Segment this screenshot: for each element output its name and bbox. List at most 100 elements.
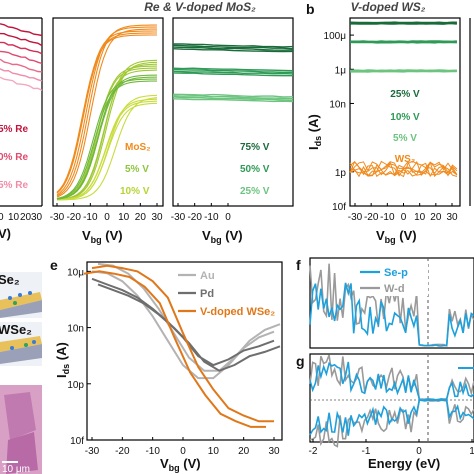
mos2-curve — [56, 78, 157, 199]
panel-e-legend: Au Pd V-doped WSe₂ — [178, 270, 275, 318]
e-ytick-label: 10p — [67, 380, 84, 391]
e-series-0-line — [91, 270, 275, 380]
subpanel-re-doped: 5% Re 0% Re 5% Re 0 10 20 30 V) — [0, 17, 43, 241]
panel-b-ylabel: Ids (A) — [306, 114, 323, 150]
subpanel-v-doped: 75% V 50% V 25% V -30 -20 -10 0 Vbg (V) — [171, 17, 294, 245]
v-doped-curve — [172, 68, 294, 74]
panel-g-letter: g — [296, 353, 305, 369]
panel-e-letter: e — [50, 257, 58, 273]
re-xtick-0: 0 — [0, 212, 4, 223]
b-series-3-line — [349, 160, 458, 178]
re-curve — [0, 58, 43, 73]
b-series-3-line — [350, 160, 458, 178]
b-label-5: 5% V — [393, 133, 417, 144]
g-sep-up-trace — [309, 361, 474, 401]
e-xtick-tick-label: 30 — [268, 446, 280, 457]
e-ytick-label: 10f — [70, 436, 84, 447]
panel-a-title: Re & V-doped MoS₂ — [144, 0, 256, 14]
mos2-xtick-tick-label: -30 — [50, 212, 65, 223]
b-label-ws2: WS₂ — [395, 154, 416, 165]
v-xtick-tick-label: -10 — [204, 212, 219, 223]
panel-e: e -30 -20 -10 0 10 20 30 10μ 10n 10p 10f Ids (A) V… — [50, 257, 283, 473]
mos2-curve — [57, 97, 158, 201]
b-xtick-tick-label: 0 — [401, 212, 407, 223]
schematic-label-1: Se₂ — [0, 272, 20, 287]
b-ytick-label: 1μ — [335, 65, 347, 76]
b-ytick-label: 100μ — [324, 31, 347, 42]
e-series-0-return-line — [97, 262, 281, 372]
legend-w-d: W-d — [384, 283, 405, 295]
e-xtick-tick-label: -10 — [145, 446, 160, 457]
v-xlabel: Vbg (V) — [202, 228, 243, 245]
mos2-curve — [56, 80, 157, 200]
mos2-xtick-tick-label: 10 — [118, 212, 130, 223]
panel-b-curves — [349, 21, 458, 178]
b-xtick-tick-label: -30 — [348, 212, 363, 223]
re-curve — [0, 32, 43, 47]
panel-b-xlabel: Vbg (V) — [376, 228, 417, 245]
subpanel-mos2: MoS₂ 5% V 10% V -30 -20 -10 0 10 20 30 Vbg (V) — [50, 17, 164, 245]
re-xlabel: V) — [0, 226, 11, 241]
b-xtick-tick-label: -20 — [364, 212, 379, 223]
legend-v-doped-wse2: V-doped WSe₂ — [200, 306, 275, 318]
v-doped-curve — [172, 48, 294, 53]
scale-bar-label: 10 μm — [2, 464, 30, 474]
e-series-1-return-line — [97, 283, 281, 372]
re-label-2: 0% Re — [0, 152, 28, 163]
panel-f: f Se-p W-d — [296, 257, 474, 349]
e-ytick-label: 10μ — [67, 267, 84, 278]
re-curve — [0, 23, 43, 37]
f-sep-trace — [309, 282, 474, 347]
mos2-xtick-tick-label: 30 — [151, 212, 163, 223]
v-doped-curve — [172, 46, 294, 51]
panel-g-ticks: -2 -1 0 1 — [309, 439, 474, 457]
e-series-2-line — [91, 264, 274, 423]
v-xtick-tick-label: -20 — [187, 212, 202, 223]
g-xtick-tick-label: 1 — [469, 446, 474, 457]
b-series-1-line — [350, 40, 457, 43]
v-doped-curve — [172, 95, 294, 100]
mos2-curve — [56, 76, 158, 200]
v-doped-curve — [172, 93, 294, 98]
panel-g: g -2 -1 0 1 Energy (eV) — [296, 353, 474, 471]
b-ytick-label: 10f — [332, 202, 346, 213]
mos2-curve — [56, 32, 157, 194]
panel-b-ticks: -30 -20 -10 0 10 20 30 100μ 1μ 10n 1p 10f — [324, 31, 458, 223]
e-xtick-tick-label: 0 — [180, 446, 186, 457]
e-series-2-return-line — [83, 270, 266, 428]
re-curve — [0, 68, 43, 82]
b-xtick-tick-label: 30 — [446, 212, 458, 223]
panel-b-letter: b — [306, 1, 315, 17]
re-xtick-20: 20 — [20, 212, 32, 223]
g-xtick-tick-label: 0 — [416, 446, 422, 457]
panel-b: b V-doped WS₂ -30 -20 -10 0 10 20 30 100μ 1μ 10n 1… — [306, 0, 471, 245]
mos2-label-2: 5% V — [125, 164, 149, 175]
b-xtick-tick-label: -10 — [380, 212, 395, 223]
e-xtick-tick-label: 20 — [238, 446, 250, 457]
b-series-0-line — [350, 21, 457, 24]
v-doped-curve — [172, 67, 294, 72]
mos2-xtick-tick-label: 20 — [135, 212, 147, 223]
e-ytick-label: 10n — [67, 324, 84, 335]
mos2-xlabel: Vbg (V) — [82, 228, 123, 245]
g-xtick-tick-label: -2 — [309, 446, 318, 457]
e-xtick-tick-label: -20 — [115, 446, 130, 457]
mos2-curve — [56, 61, 158, 201]
g-wd-up-trace — [309, 354, 474, 401]
re-curves — [0, 23, 43, 92]
mos2-curve — [56, 74, 158, 200]
mos2-curve — [56, 102, 158, 201]
e-xtick-tick-label: 10 — [208, 446, 220, 457]
b-label-10: 10% V — [390, 112, 420, 123]
v-label-3: 25% V — [240, 186, 270, 197]
panel-f-letter: f — [296, 257, 301, 273]
mos2-xtick-tick-label: -20 — [66, 212, 81, 223]
legend-pd: Pd — [200, 288, 214, 300]
b-series-3-line — [349, 160, 458, 176]
panel-g-curves — [309, 354, 474, 448]
b-series-2-line — [350, 69, 457, 72]
device-schematics: Se₂ WSe₂ 10 μm — [0, 272, 42, 474]
v-xtick-tick-label: -30 — [171, 212, 186, 223]
panel-e-ticks: -30 -20 -10 0 10 20 30 10μ 10n 10p 10f — [67, 267, 280, 457]
